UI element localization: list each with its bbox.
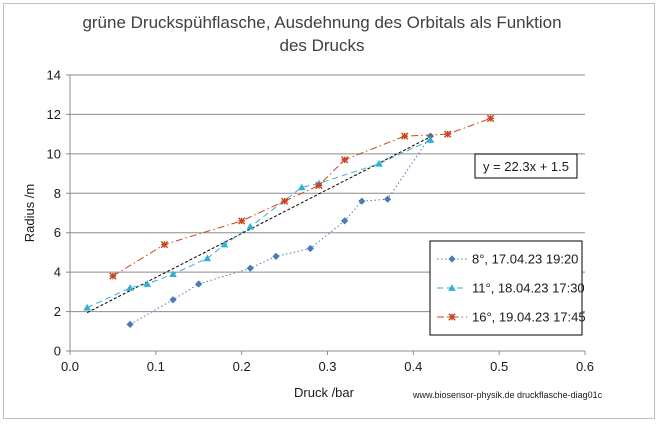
data-point [341,217,349,225]
data-point [83,303,91,311]
data-point [169,296,177,304]
legend-marker [448,284,456,291]
legend-marker [448,255,456,263]
data-point [375,159,383,167]
x-axis-label: Druck /bar [294,385,355,400]
data-point [297,183,306,191]
data-point [126,284,134,291]
data-point [126,320,134,328]
data-point [169,270,177,277]
x-tick-label: 0.4 [404,359,422,374]
series-line [129,135,431,325]
data-point [340,156,349,164]
series-line [112,117,491,277]
trendline-equation: y = 22.3x + 1.5 [483,159,569,174]
trendline-equation-box: y = 22.3x + 1.5 [474,153,578,179]
data-point [203,254,212,262]
y-tick-label: 6 [54,225,61,240]
data-point [246,223,255,230]
y-tick-labels: 0 2 4 6 8 10 12 14 [47,68,61,359]
data-point [486,114,495,123]
y-tick-label: 10 [47,146,61,161]
data-point [401,132,409,140]
data-point [306,244,314,253]
x-tick-label: 0.2 [233,359,251,374]
y-axis-label: Radius /m [22,184,37,243]
legend-marker [448,313,456,321]
data-point [383,195,392,203]
data-point [272,252,280,260]
data-point [246,264,254,272]
legend-box [429,240,583,336]
data-point [426,136,435,143]
data-point [237,217,246,225]
axes [66,74,586,355]
data-point [358,197,366,205]
x-tick-label: 0.6 [576,359,594,374]
y-tick-label: 0 [54,344,61,359]
legend-label: 16°, 19.04.23 17:45 [472,310,586,325]
y-tick-label: 2 [54,304,61,319]
data-point [426,132,435,140]
legend: 8°, 17.04.23 19:20 11°, 18.04.23 17:30 16°… [429,240,586,336]
x-tick-label: 0.5 [490,359,508,374]
data-point [220,240,229,248]
chart-title-line-2: des Drucks [279,36,364,55]
data-point [315,181,323,190]
data-point [195,280,203,288]
chart-title-line-1: grüne Druckspühflasche, Ausdehnung des O… [82,13,561,32]
y-tick-label: 14 [47,68,61,83]
data-point [160,240,169,249]
data-point [443,130,452,138]
x-tick-label: 0.0 [61,359,79,374]
credit-text: www.biosensor-physik.de druckflasche-dia… [412,390,603,400]
data-series [83,114,495,328]
legend-label: 11°, 18.04.23 17:30 [472,281,585,296]
y-tick-label: 8 [54,186,61,201]
y-tick-label: 4 [54,265,61,280]
y-tick-label: 12 [47,107,61,122]
data-point [143,280,152,287]
legend-label: 8°, 17.04.23 19:20 [472,252,578,267]
x-tick-label: 0.1 [147,359,165,374]
data-point [280,197,289,205]
x-tick-labels: 0.0 0.1 0.2 0.3 0.4 0.5 0.6 [61,359,594,374]
chart-frame [3,3,655,419]
data-point [109,272,117,280]
x-tick-label: 0.3 [318,359,336,374]
